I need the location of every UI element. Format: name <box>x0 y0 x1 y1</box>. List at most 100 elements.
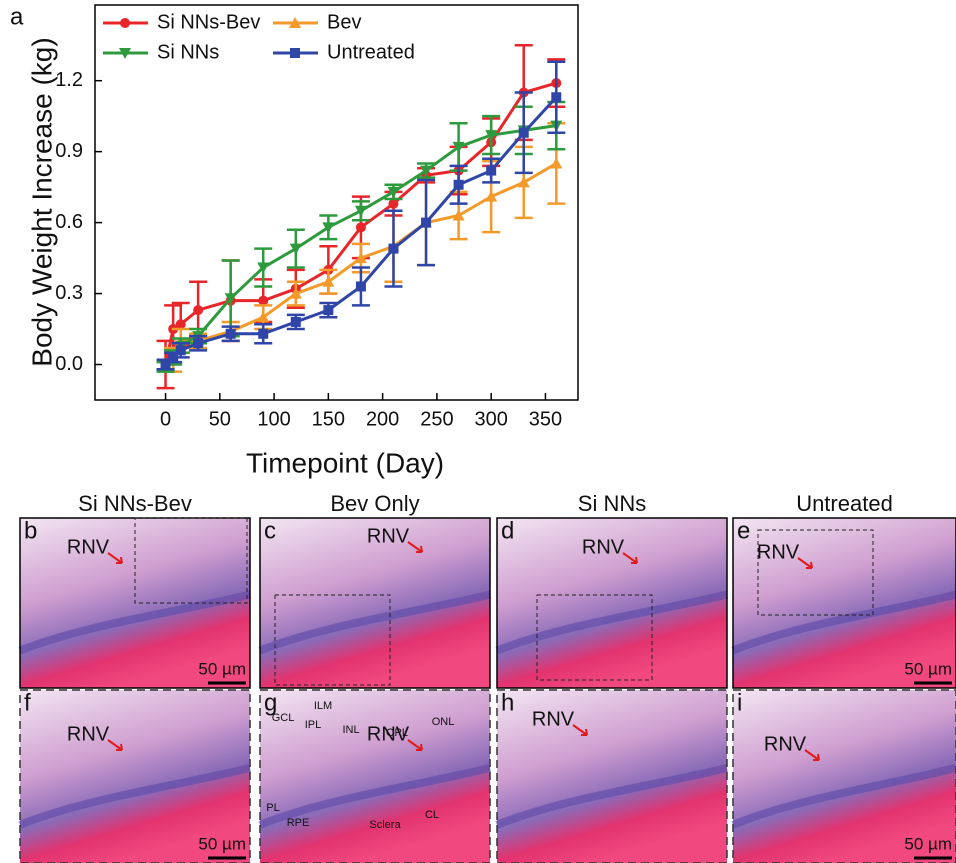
panel-letter: a <box>10 3 24 30</box>
arrow <box>107 739 123 751</box>
arrow <box>407 739 423 751</box>
annotation: RPE <box>287 817 310 829</box>
vessel-layer <box>258 590 491 655</box>
marker <box>323 305 334 316</box>
panel-border <box>496 689 728 863</box>
marker <box>517 176 530 188</box>
panel-letter: g <box>264 689 277 716</box>
x-tick-label: 150 <box>312 408 345 430</box>
marker <box>289 287 302 299</box>
marker <box>355 222 366 233</box>
legend-marker <box>289 17 301 28</box>
zoom-box <box>536 594 653 681</box>
arrow <box>797 557 813 569</box>
marker <box>175 319 186 330</box>
x-axis-title: Timepoint (Day) <box>246 447 444 478</box>
annotation: RNV <box>532 708 575 730</box>
marker <box>453 179 464 190</box>
vessel-layer <box>18 590 251 655</box>
annotation: ILM <box>314 700 332 712</box>
arrow <box>804 749 820 761</box>
x-tick-label: 350 <box>529 408 562 430</box>
marker <box>224 293 237 305</box>
annotation: GCL <box>272 712 295 724</box>
y-tick-label: 0.3 <box>55 282 83 304</box>
arrow <box>572 724 588 736</box>
arrow <box>107 552 123 564</box>
marker <box>485 190 498 202</box>
marker <box>290 316 301 327</box>
legend-marker <box>120 18 130 28</box>
marker <box>175 345 186 356</box>
marker <box>421 217 432 228</box>
annotation: RNV <box>367 723 410 745</box>
marker <box>257 262 270 274</box>
legend-label: Si NNs-Bev <box>157 11 260 33</box>
panel-letter: b <box>24 517 37 544</box>
annotation: INL <box>342 724 359 736</box>
panel-letter: f <box>24 689 31 716</box>
x-tick-label: 200 <box>366 408 399 430</box>
vessel-layer <box>495 590 728 655</box>
panel-border <box>19 689 251 863</box>
marker <box>257 311 270 323</box>
marker <box>388 198 399 209</box>
marker <box>355 281 366 292</box>
x-tick-label: 0 <box>160 408 171 430</box>
marker <box>225 328 236 339</box>
marker <box>452 141 465 153</box>
marker <box>322 275 335 287</box>
marker <box>388 243 399 254</box>
marker <box>551 92 562 103</box>
y-tick-label: 0.6 <box>55 211 83 233</box>
marker <box>486 165 497 176</box>
legend-label: Bev <box>327 11 361 33</box>
zoom-box <box>274 594 391 686</box>
panel-border <box>732 517 956 689</box>
annotation: ONL <box>432 716 455 728</box>
vessel-layer <box>731 763 956 829</box>
marker <box>354 252 367 264</box>
scale-bar-label: 50 µm <box>904 834 952 853</box>
marker <box>193 305 204 316</box>
legend-marker <box>290 48 300 58</box>
annotation: RNV <box>764 733 807 755</box>
panel-border <box>259 517 491 689</box>
zoom-box <box>757 529 874 616</box>
plot-frame <box>94 4 579 401</box>
arrow <box>407 541 423 553</box>
column-title: Untreated <box>796 491 893 516</box>
marker <box>452 209 465 221</box>
x-tick-label: 50 <box>209 408 231 430</box>
marker <box>550 157 563 169</box>
marker <box>322 222 335 234</box>
x-tick-label: 250 <box>420 408 453 430</box>
panel-letter: i <box>737 689 742 716</box>
vessel-layer <box>18 763 251 829</box>
annotation: CL <box>425 809 439 821</box>
scale-bar-label: 50 µm <box>904 659 952 678</box>
marker <box>193 338 204 349</box>
marker <box>387 186 400 198</box>
zoom-box <box>134 517 248 604</box>
scale-bar-label: 50 µm <box>198 659 246 678</box>
marker <box>160 359 171 370</box>
marker <box>485 130 498 142</box>
y-tick-label: 0.0 <box>55 353 83 375</box>
annotation: OPL <box>386 727 408 739</box>
annotation: RNV <box>67 723 110 745</box>
panel-letter: h <box>501 689 514 716</box>
y-tick-label: 0.9 <box>55 140 83 162</box>
y-tick-label: 1.2 <box>55 69 83 91</box>
marker <box>354 205 367 217</box>
legend-marker <box>119 48 131 59</box>
column-title: Si NNs-Bev <box>78 491 192 516</box>
marker <box>258 328 269 339</box>
marker <box>420 165 433 177</box>
marker <box>258 295 269 306</box>
annotation: PL <box>266 802 279 814</box>
annotation: Sclera <box>369 819 401 831</box>
legend-label: Si NNs <box>157 41 219 63</box>
panel-letter: e <box>737 517 750 544</box>
